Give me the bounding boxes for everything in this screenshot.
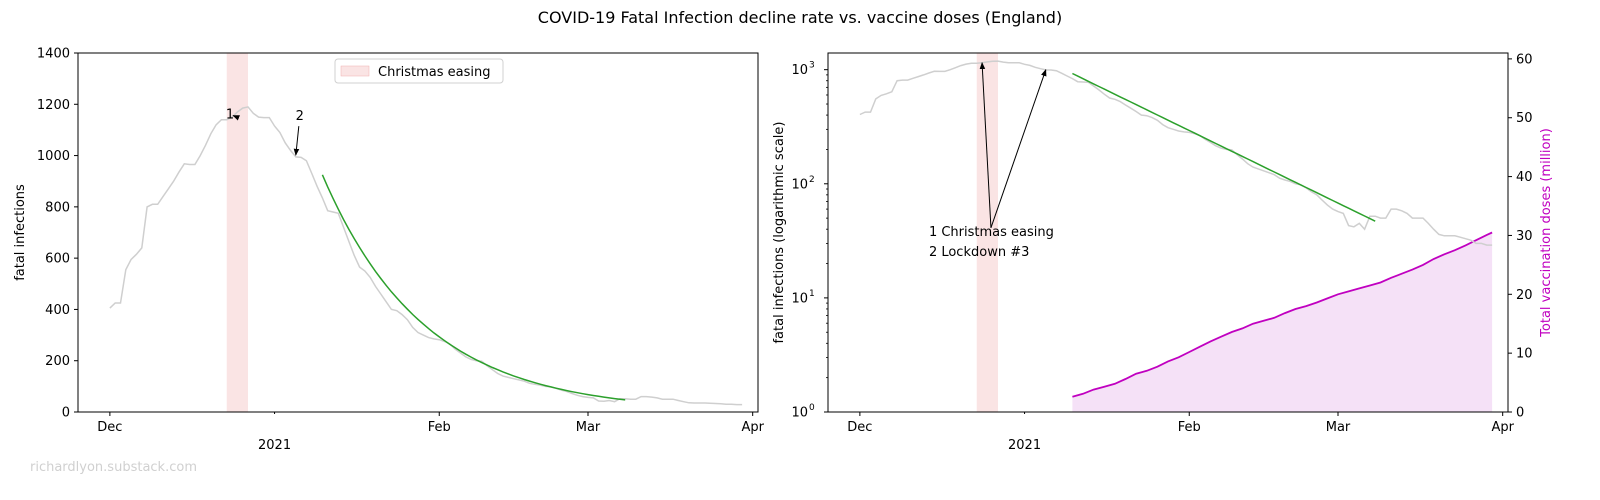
christmas-easing-band — [226, 53, 248, 412]
left-ytick-label: 200 — [45, 354, 70, 369]
left-xtick-label: Feb — [428, 420, 451, 435]
right-y-axis-label: fatal infections (logarithmic scale) — [772, 121, 787, 343]
left-xtick-label: Apr — [741, 420, 764, 435]
legend-box — [334, 58, 504, 84]
left-ytick-label: 1000 — [37, 149, 70, 164]
left-ytick-label: 0 — [62, 406, 70, 421]
annotation-1-arrow — [232, 115, 240, 121]
right-xtick-label: Apr — [1491, 420, 1514, 435]
left-ytick-label: 800 — [45, 200, 70, 215]
left-y-axis-label: fatal infections — [13, 184, 28, 281]
left-plot-frame — [77, 52, 759, 413]
right-secondary-yticks: 0 10 20 30 40 50 60 — [1508, 52, 1533, 421]
right-plot-frame — [827, 52, 1509, 413]
right-annotations — [979, 62, 1047, 228]
right-y2tick-label: 60 — [1516, 52, 1533, 67]
legend: Christmas easing — [334, 58, 504, 84]
left-ytick-label: 1200 — [37, 98, 70, 113]
annotation-1-label: 1 — [226, 108, 234, 123]
raw-fatal-infections-log-line — [859, 60, 1493, 246]
exponential-fit-line — [321, 174, 626, 401]
right-ytick-label: 10 — [791, 406, 808, 421]
right-year-label: 2021 — [1008, 438, 1041, 453]
annotation-2-label: 2 — [296, 109, 304, 124]
watermark: richardlyon.substack.com — [30, 460, 197, 475]
vaccine-doses-area — [1072, 232, 1493, 412]
right-y2tick-label: 40 — [1516, 170, 1533, 185]
right-ytick-exponent: 0 — [809, 403, 815, 413]
left-ytick-label: 400 — [45, 303, 70, 318]
right-y2tick-label: 10 — [1516, 347, 1533, 362]
exponential-fit-log-line — [1072, 72, 1376, 222]
christmas-easing-band-log — [976, 53, 998, 412]
vaccine-doses-line — [1072, 231, 1493, 398]
left-yticks: 0 200 400 600 800 1000 1200 1400 — [37, 47, 78, 421]
raw-fatal-infections-line — [109, 106, 743, 406]
right-xtick-label: Feb — [1178, 420, 1201, 435]
left-year-label: 2021 — [258, 438, 291, 453]
right-xtick-label: Mar — [1326, 420, 1351, 435]
right-ytick-exponent: 2 — [809, 175, 815, 185]
annotation-note-lockdown: 2 Lockdown #3 — [929, 245, 1029, 260]
left-xtick-label: Dec — [97, 420, 122, 435]
right-ytick-label: 10 — [791, 63, 808, 78]
right-y2tick-label: 30 — [1516, 229, 1533, 244]
right-ytick-exponent: 1 — [809, 289, 815, 299]
right-y2tick-label: 0 — [1516, 406, 1524, 421]
right-xtick-label: Dec — [847, 420, 872, 435]
right-ytick-exponent: 3 — [809, 61, 815, 71]
right-ytick-label: 10 — [791, 177, 808, 192]
left-chart: 0 200 400 600 800 1000 1200 1400 Dec Feb Mar Apr 1… — [13, 47, 765, 454]
legend-swatch — [340, 65, 370, 77]
right-y2tick-label: 20 — [1516, 288, 1533, 303]
right-y2tick-label: 50 — [1516, 111, 1533, 126]
chart-title: COVID-19 Fatal Infection decline rate vs… — [537, 8, 1063, 27]
left-xticks: Dec Feb Mar Apr — [97, 412, 765, 435]
left-ytick-label: 600 — [45, 252, 70, 267]
annotation-2-arrow — [293, 126, 300, 156]
annotation-note-christmas-easing: 1 Christmas easing — [929, 225, 1054, 240]
right-ytick-label: 10 — [791, 291, 808, 306]
left-ytick-label: 1400 — [37, 47, 70, 62]
annotation-2-arrow-log — [990, 69, 1047, 228]
annotation-1-arrow-log — [979, 62, 992, 228]
left-xtick-label: Mar — [576, 420, 601, 435]
right-secondary-y-axis-label: Total vaccination doses (million) — [1539, 128, 1554, 338]
legend-label: Christmas easing — [378, 65, 491, 80]
right-xticks: Dec Feb Mar Apr — [847, 412, 1515, 435]
